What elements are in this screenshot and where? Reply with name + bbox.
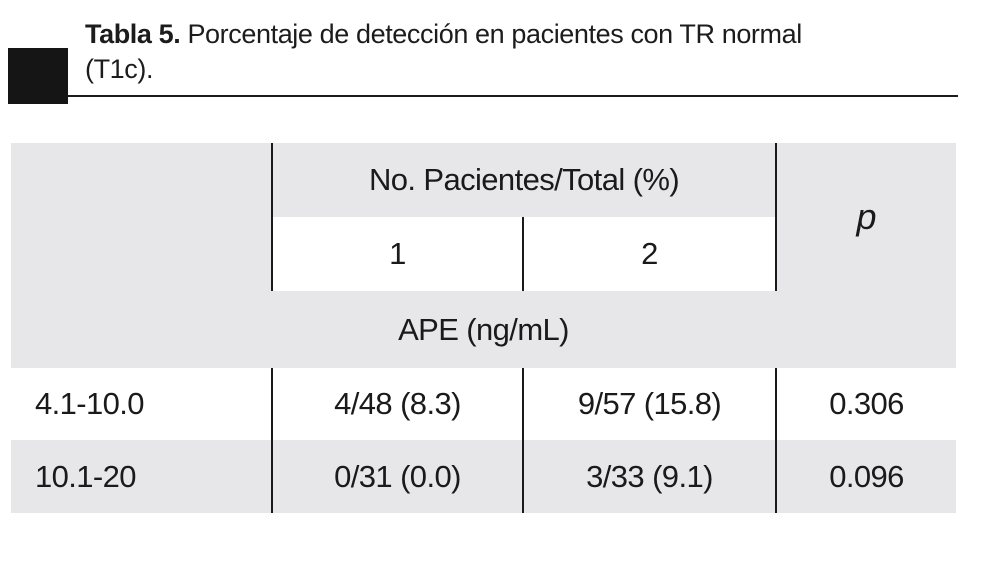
section-header-row: APE (ng/mL) xyxy=(11,291,956,368)
subcol-2-cell: 2 xyxy=(522,217,776,291)
table-caption-text: Porcentaje de detección en pacientes con… xyxy=(180,19,802,49)
detection-table: No. Pacientes/Total (%) p 1 2 APE (ng/mL… xyxy=(11,143,956,513)
cell-p-value: 0.096 xyxy=(775,440,956,513)
cell-p-value: 0.306 xyxy=(775,368,956,440)
accent-square xyxy=(8,48,68,104)
section-header-cell: APE (ng/mL) xyxy=(11,291,956,368)
table-row: 10.1-20 0/31 (0.0) 3/33 (9.1) 0.096 xyxy=(11,440,956,513)
row-label: 4.1-10.0 xyxy=(11,368,272,440)
header-row-subcols: 1 2 xyxy=(11,217,956,291)
title-rule xyxy=(68,95,958,97)
empty-header-cell xyxy=(11,143,272,291)
cell-group2-value: 3/33 (9.1) xyxy=(522,440,776,513)
cell-group2-value: 9/57 (15.8) xyxy=(522,368,776,440)
cell-group1-value: 0/31 (0.0) xyxy=(271,440,523,513)
table-caption: Tabla 5. Porcentaje de detección en paci… xyxy=(85,17,970,87)
table-caption-line2: (T1c). xyxy=(85,54,154,84)
header-row-group: No. Pacientes/Total (%) p xyxy=(11,143,956,291)
subcol-1-cell: 1 xyxy=(271,217,523,291)
table-caption-number: Tabla 5. xyxy=(85,19,181,49)
table-row: 4.1-10.0 4/48 (8.3) 9/57 (15.8) 0.306 xyxy=(11,368,956,440)
p-header-cell: p xyxy=(775,143,956,291)
cell-group1-value: 4/48 (8.3) xyxy=(271,368,523,440)
group-header-cell: No. Pacientes/Total (%) xyxy=(271,143,776,217)
row-label: 10.1-20 xyxy=(11,440,272,513)
